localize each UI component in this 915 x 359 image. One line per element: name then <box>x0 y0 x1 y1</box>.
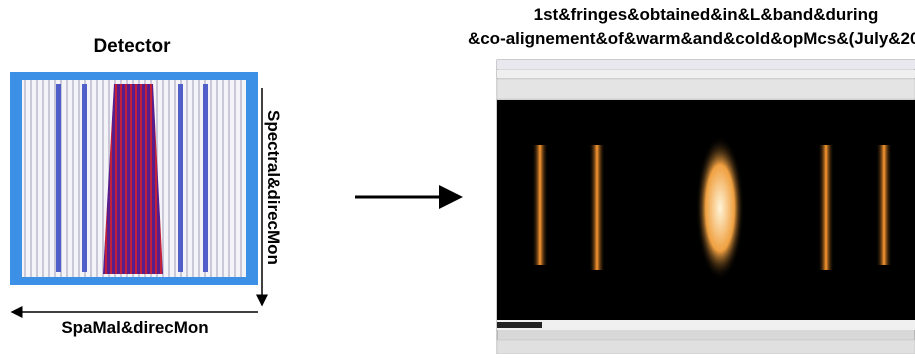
result-title: &co-alignement&of&warm&and&cold&opMcs&(J… <box>468 29 915 48</box>
screenshot <box>496 59 915 355</box>
result-title: 1st&fringes&obtained&in&L&band&during <box>534 5 879 24</box>
detector-title: Detector <box>93 36 171 57</box>
spectral-label: Spectral&direcMon <box>264 110 283 265</box>
detector <box>10 72 258 285</box>
spatial-label: SpaMal&direcMon <box>61 318 208 337</box>
